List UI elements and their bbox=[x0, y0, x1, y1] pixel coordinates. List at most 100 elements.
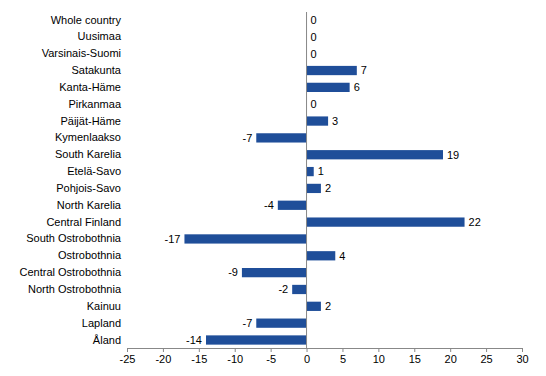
x-tick-label: 0 bbox=[304, 353, 310, 365]
y-tick: Whole country bbox=[51, 14, 127, 26]
x-tick: 20 bbox=[445, 348, 457, 365]
x-axis: -25 -20 -15 -10 -5 0 5 10 15 20 25 30 bbox=[120, 348, 529, 365]
data-label: 2 bbox=[325, 182, 331, 194]
x-tick-label: 30 bbox=[516, 353, 528, 365]
x-tick-label: 10 bbox=[373, 353, 385, 365]
data-label: -2 bbox=[278, 283, 288, 295]
bar bbox=[307, 167, 314, 176]
category-label: Kanta-Häme bbox=[59, 81, 121, 93]
data-label: -17 bbox=[165, 233, 181, 245]
category-label: Pohjois-Savo bbox=[56, 182, 121, 194]
x-tick: -10 bbox=[227, 348, 243, 365]
category-label: Päijät-Häme bbox=[60, 115, 121, 127]
bar bbox=[256, 133, 306, 142]
y-tick: Ostrobothnia bbox=[58, 249, 127, 261]
bar bbox=[278, 201, 307, 210]
data-label: 4 bbox=[339, 250, 345, 262]
x-tick-label: 25 bbox=[480, 353, 492, 365]
x-tick: -15 bbox=[191, 348, 207, 365]
y-tick: Lapland bbox=[82, 317, 127, 329]
x-tick-label: 5 bbox=[340, 353, 346, 365]
data-label: 0 bbox=[311, 48, 317, 60]
x-tick: 15 bbox=[409, 348, 421, 365]
x-tick-label: -5 bbox=[266, 353, 276, 365]
y-tick: Varsinais-Suomi bbox=[42, 47, 127, 59]
category-label: Uusimaa bbox=[78, 30, 122, 42]
category-label: Central Finland bbox=[46, 216, 121, 228]
bar bbox=[307, 116, 329, 125]
x-tick-label: -25 bbox=[120, 353, 136, 365]
x-tick: 30 bbox=[516, 348, 528, 365]
category-label: Etelä-Savo bbox=[67, 165, 121, 177]
data-label: -7 bbox=[242, 132, 252, 144]
x-tick-mark bbox=[414, 348, 415, 352]
y-tick: Kainuu bbox=[87, 300, 127, 312]
y-tick: Åland bbox=[93, 334, 127, 346]
x-tick-label: -10 bbox=[227, 353, 243, 365]
category-label: Satakunta bbox=[71, 64, 121, 76]
category-label: Kainuu bbox=[87, 300, 121, 312]
bar bbox=[242, 268, 307, 277]
x-tick: -25 bbox=[120, 348, 136, 365]
data-label: 0 bbox=[311, 31, 317, 43]
x-tick-mark bbox=[378, 348, 379, 352]
data-label: 1 bbox=[318, 165, 324, 177]
y-tick: South Ostrobothnia bbox=[26, 232, 127, 244]
x-tick-label: 15 bbox=[409, 353, 421, 365]
x-tick: 5 bbox=[340, 348, 346, 365]
zero-line bbox=[306, 12, 307, 348]
chart: -25-20-15-10-5051015202530Whole countryU… bbox=[0, 0, 546, 376]
x-tick-mark bbox=[450, 348, 451, 352]
category-label: Kymenlaakso bbox=[55, 131, 121, 143]
y-tick: North Karelia bbox=[57, 199, 127, 211]
bar bbox=[307, 302, 321, 311]
x-tick-mark bbox=[199, 348, 200, 352]
data-label: 0 bbox=[311, 98, 317, 110]
category-label: South Karelia bbox=[55, 148, 122, 160]
y-tick: Pirkanmaa bbox=[68, 98, 127, 110]
category-label: Whole country bbox=[51, 14, 122, 26]
x-tick-mark bbox=[307, 348, 308, 352]
x-tick-mark bbox=[522, 348, 523, 352]
x-tick-mark bbox=[163, 348, 164, 352]
bar bbox=[256, 319, 306, 328]
bar bbox=[307, 184, 321, 193]
x-tick-label: -15 bbox=[191, 353, 207, 365]
y-axis: Whole country Uusimaa Varsinais-Suomi Satak… bbox=[20, 14, 128, 346]
y-tick: Central Finland bbox=[46, 216, 127, 228]
x-axis-line bbox=[128, 349, 523, 353]
x-tick-mark bbox=[271, 348, 272, 352]
x-tick: 25 bbox=[480, 348, 492, 365]
category-label: Lapland bbox=[82, 317, 121, 329]
data-label: 7 bbox=[361, 64, 367, 76]
bar bbox=[307, 217, 465, 226]
category-label: South Ostrobothnia bbox=[26, 232, 122, 244]
bar bbox=[184, 234, 306, 243]
data-label: 6 bbox=[354, 81, 360, 93]
plot: -25-20-15-10-5051015202530Whole countryU… bbox=[20, 12, 529, 365]
y-tick: South Karelia bbox=[55, 148, 127, 160]
x-tick-label: -20 bbox=[155, 353, 171, 365]
data-label: 22 bbox=[469, 216, 481, 228]
x-tick-mark bbox=[342, 348, 343, 352]
x-tick: -20 bbox=[155, 348, 171, 365]
data-label: 2 bbox=[325, 300, 331, 312]
y-tick: Kymenlaakso bbox=[55, 131, 127, 143]
bar bbox=[307, 251, 336, 260]
data-label: -4 bbox=[264, 199, 274, 211]
x-tick-label: 20 bbox=[445, 353, 457, 365]
y-tick: North Ostrobothnia bbox=[28, 283, 127, 295]
category-label: Pirkanmaa bbox=[68, 98, 121, 110]
category-label: Central Ostrobothnia bbox=[20, 266, 122, 278]
data-label: -14 bbox=[186, 334, 202, 346]
bar bbox=[292, 285, 306, 294]
y-tick: Kanta-Häme bbox=[59, 81, 127, 93]
y-tick: Satakunta bbox=[71, 64, 127, 76]
y-tick: Central Ostrobothnia bbox=[20, 266, 128, 278]
bar bbox=[206, 335, 307, 344]
bar bbox=[307, 150, 443, 159]
category-label: Varsinais-Suomi bbox=[42, 47, 121, 59]
data-label: 19 bbox=[447, 149, 459, 161]
y-tick: Pohjois-Savo bbox=[56, 182, 127, 194]
x-tick-mark bbox=[235, 348, 236, 352]
